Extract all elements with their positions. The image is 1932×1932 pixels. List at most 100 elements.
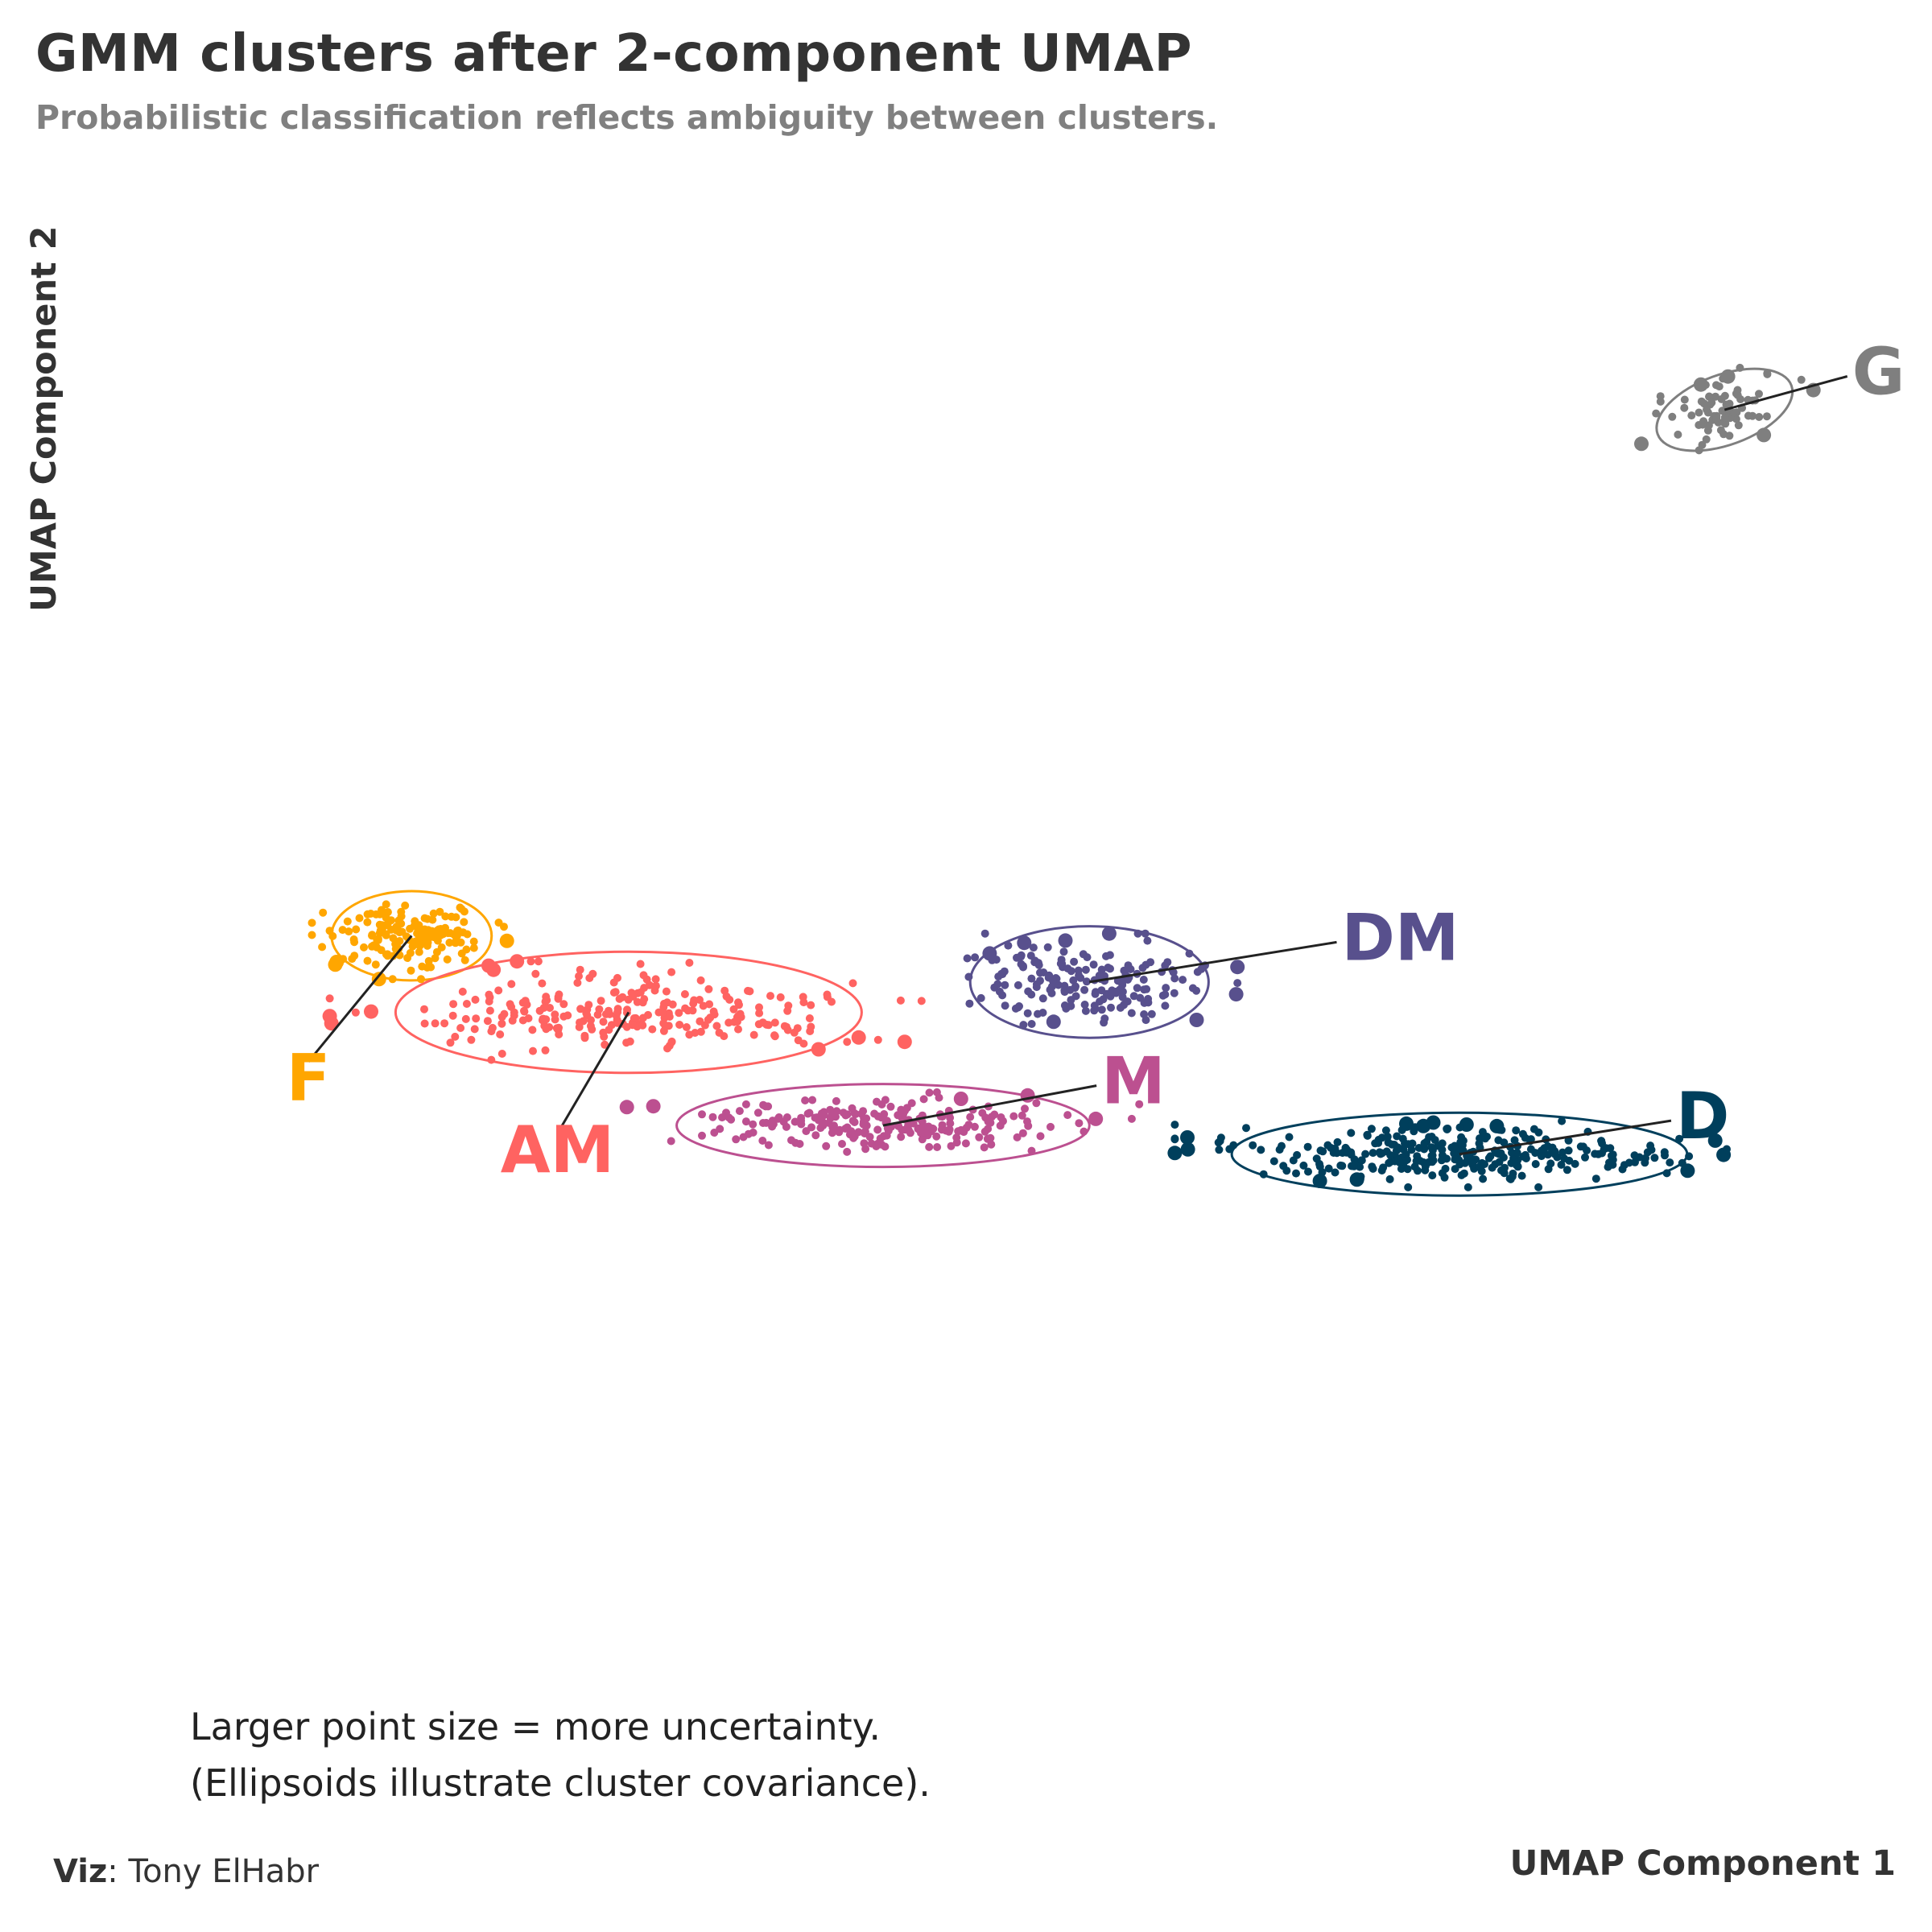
point-m [901,1125,910,1134]
point-dm [1161,1001,1170,1010]
point-m [1027,1146,1036,1155]
point-m [1080,1127,1088,1136]
point-d [1347,1129,1356,1137]
point-dm [1120,1001,1128,1009]
point-am [507,980,516,989]
point-d [1457,1137,1466,1146]
point-d [1450,1149,1459,1158]
point-d [1576,1142,1585,1151]
point-d [1630,1151,1639,1160]
point-d [1618,1165,1627,1174]
point-d [1606,1144,1615,1153]
point-m [698,1131,706,1140]
point-g [1732,389,1741,398]
point-am [595,1005,604,1013]
point-am [823,990,832,999]
point-am [510,954,525,969]
point-dm [1001,980,1009,989]
point-d [1407,1146,1416,1154]
point-d [1480,1160,1488,1169]
point-am [551,1010,559,1019]
point-m [741,1100,750,1108]
point-dm [1043,943,1052,952]
point-d [1242,1124,1250,1133]
point-d [1497,1166,1505,1174]
point-m [945,1125,954,1133]
y-axis-label: UMAP Component 2 [24,225,64,612]
point-dm [1058,933,1073,948]
point-m [1127,1114,1136,1123]
point-am [458,987,467,996]
point-d [1347,1150,1356,1159]
point-dm [1107,1003,1115,1012]
point-m [881,1096,890,1104]
caption-label: Viz [53,1853,108,1890]
point-m [1018,1129,1027,1137]
cluster-label-f: F [287,1041,331,1116]
point-g [1695,408,1703,417]
point-d [1293,1150,1302,1159]
point-am [734,1025,742,1034]
point-m [749,1120,758,1129]
point-g [1697,397,1706,406]
point-m [1063,1111,1072,1120]
point-f [371,960,380,969]
point-dm [1140,985,1149,994]
point-am [749,1030,758,1039]
point-d [1385,1174,1394,1183]
point-d [1377,1149,1386,1158]
point-dm [1126,965,1135,973]
point-d [1481,1134,1489,1143]
point-dm [1060,1001,1069,1009]
point-d [1500,1138,1509,1147]
point-am [542,1025,551,1034]
point-dm [1004,941,1013,950]
point-m [667,1137,675,1146]
point-f [462,945,471,954]
point-d [1420,1139,1429,1148]
point-f [436,907,444,916]
point-am [696,1017,704,1026]
point-g [1634,436,1649,452]
point-g [1736,395,1745,403]
point-m [732,1135,741,1144]
point-am [420,1019,429,1028]
point-f [343,917,352,926]
point-m [801,1096,810,1104]
point-d [1650,1154,1659,1162]
point-am [682,1023,691,1031]
point-am [605,1006,613,1015]
ellipse-am [394,950,863,1075]
point-m [758,1137,767,1145]
point-d [1558,1117,1567,1125]
point-dm [1017,951,1026,960]
leader-line-f [307,935,413,1063]
point-am [485,1006,494,1015]
point-f [318,943,327,952]
point-dm [1027,990,1036,999]
point-m [953,1092,968,1106]
point-d [1544,1165,1553,1174]
point-g [1755,413,1764,421]
point-am [688,1006,697,1015]
point-d [1383,1133,1392,1141]
point-f [415,947,423,956]
point-d [1488,1163,1496,1172]
point-am [658,1008,667,1017]
point-am [699,1001,708,1010]
point-f [345,927,353,936]
point-d [1565,1156,1574,1165]
point-d [1399,1116,1414,1131]
point-dm [1080,985,1089,994]
point-d [1403,1165,1412,1174]
point-d [1215,1146,1224,1154]
point-f [369,941,378,950]
point-d [1521,1133,1530,1142]
point-g [1744,411,1752,420]
point-am [629,992,638,1001]
point-m [925,1088,934,1097]
point-d [1180,1130,1195,1145]
point-m [860,1139,869,1148]
point-d [1479,1174,1488,1183]
